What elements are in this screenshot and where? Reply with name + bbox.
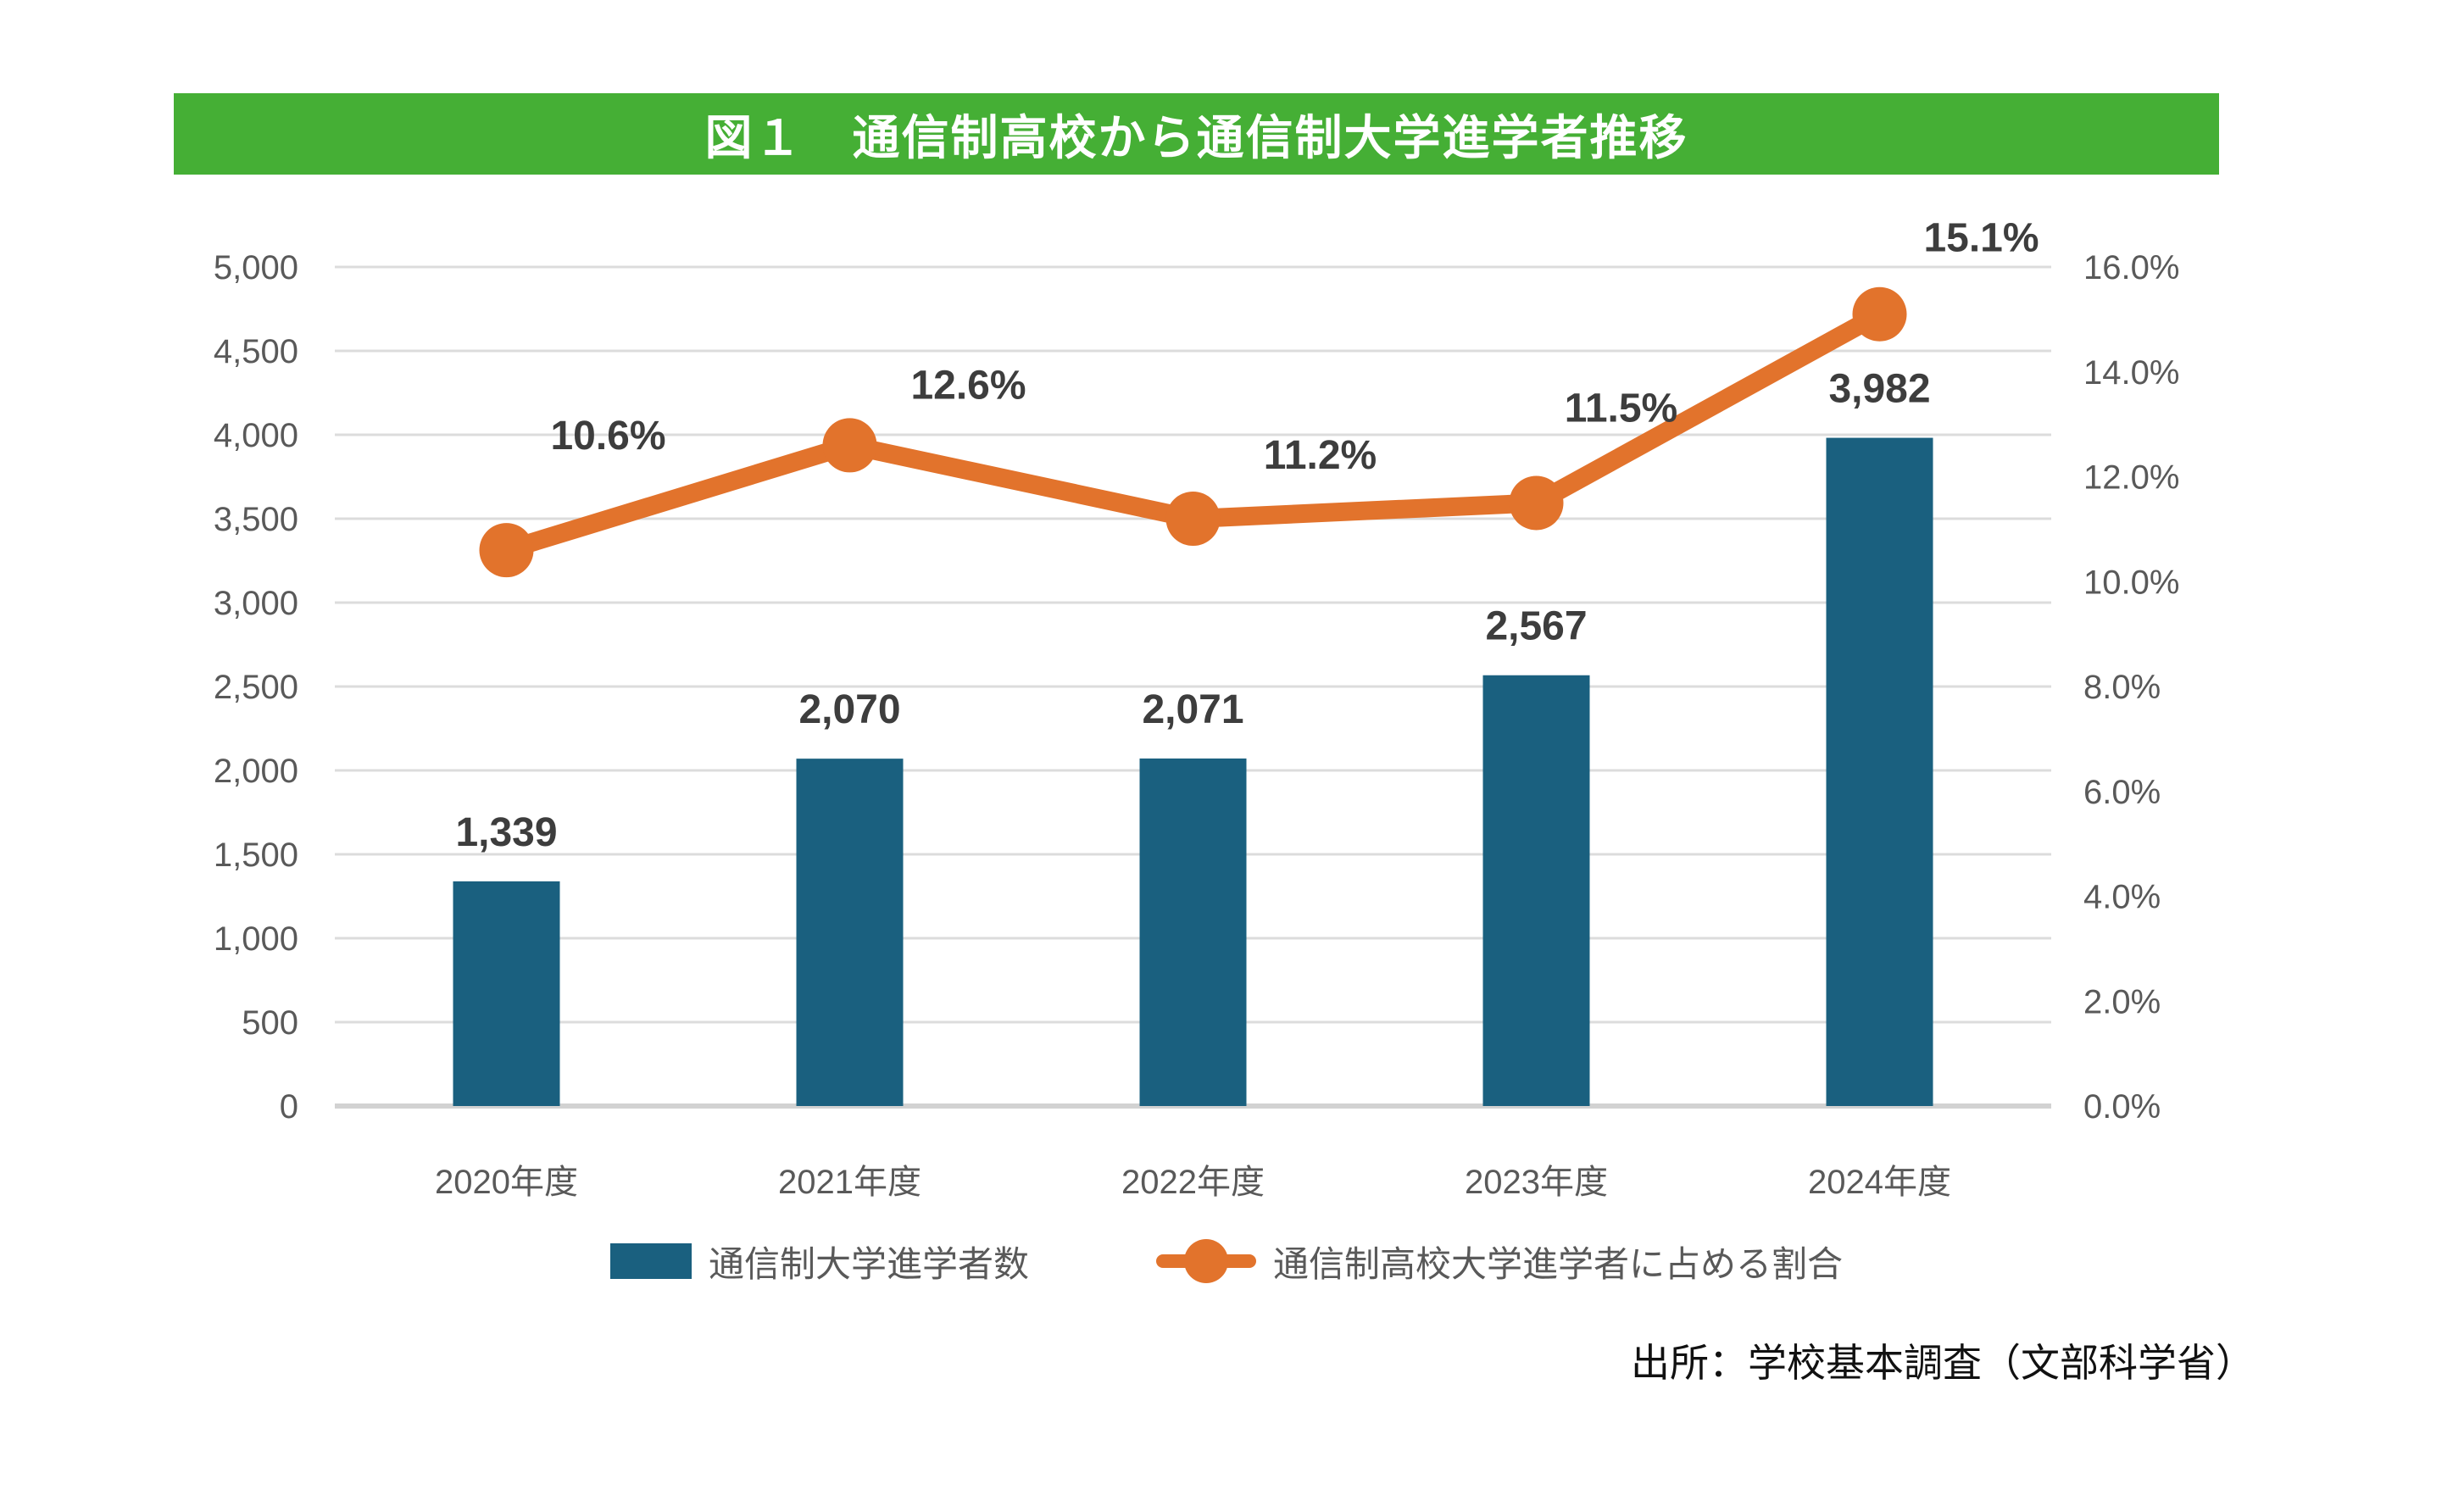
bar-value-label: 2,070 <box>798 687 900 732</box>
legend: 通信制大学進学者数 通信制高校大学進学者に占める割合 <box>0 1231 2453 1292</box>
bar <box>1139 758 1247 1106</box>
line-marker <box>1165 492 1221 546</box>
line-value-label: 11.5% <box>1565 386 1677 431</box>
bar-value-label: 2,071 <box>1142 687 1243 732</box>
line-value-label: 15.1% <box>1923 216 2039 261</box>
legend-item-line-series: 通信制高校大学進学者に占める割合 <box>1156 1236 1843 1287</box>
bar <box>1482 675 1590 1106</box>
figure-title: 図１ 通信制高校から通信制大学進学者推移 <box>704 110 1688 164</box>
bar <box>1826 437 1933 1106</box>
left-axis-tick-label: 4,000 <box>214 417 298 454</box>
source-note: 出所：学校基本調査（文部科学省） <box>1631 1341 2255 1385</box>
right-axis-tick-label: 14.0% <box>2083 354 2179 392</box>
line-marker-icon <box>1184 1239 1228 1283</box>
line-marker <box>1509 475 1564 531</box>
right-axis-tick-label: 0.0% <box>2083 1088 2161 1126</box>
x-axis-category-label: 2024年度 <box>1808 1164 1951 1201</box>
left-axis-tick-label: 4,500 <box>214 333 298 370</box>
x-axis-category-label: 2020年度 <box>435 1164 578 1201</box>
left-axis-tick-label: 1,000 <box>214 920 298 958</box>
right-axis-tick-label: 16.0% <box>2083 249 2179 286</box>
line-marker <box>479 523 534 578</box>
left-axis-tick-label: 3,500 <box>214 501 298 538</box>
left-axis-tick-label: 1,500 <box>214 837 298 874</box>
bar-value-label: 1,339 <box>455 810 557 855</box>
line-value-label: 10.6% <box>550 414 665 459</box>
line-marker <box>1852 286 1907 342</box>
left-axis-tick-label: 500 <box>242 1004 298 1042</box>
bar <box>796 759 904 1106</box>
left-axis-tick-label: 5,000 <box>214 249 298 286</box>
bar-value-label: 3,982 <box>1828 367 1930 412</box>
left-axis-tick-label: 0 <box>280 1088 298 1126</box>
right-axis-tick-label: 4.0% <box>2083 879 2161 916</box>
left-axis-tick-label: 2,000 <box>214 753 298 790</box>
line-value-label: 11.2% <box>1264 433 1377 478</box>
x-axis-category-label: 2022年度 <box>1121 1164 1265 1201</box>
line-marker <box>822 418 877 473</box>
right-axis-tick-label: 10.0% <box>2083 564 2179 601</box>
bar-series-swatch-icon <box>609 1243 692 1279</box>
right-axis-tick-label: 6.0% <box>2083 774 2161 811</box>
line-value-label: 12.6% <box>910 363 1026 408</box>
right-axis-tick-label: 12.0% <box>2083 459 2179 497</box>
right-axis-tick-label: 2.0% <box>2083 983 2161 1020</box>
x-axis-category-label: 2023年度 <box>1465 1164 1608 1201</box>
left-axis-tick-label: 3,000 <box>214 585 298 622</box>
bar-value-label: 2,567 <box>1485 604 1587 649</box>
x-axis-category-label: 2021年度 <box>778 1164 921 1201</box>
legend-item-bar-series: 通信制大学進学者数 <box>609 1236 1029 1287</box>
line-series-swatch-icon <box>1156 1239 1256 1283</box>
left-axis-tick-label: 2,500 <box>214 669 298 706</box>
right-axis-tick-label: 8.0% <box>2083 669 2161 706</box>
legend-label-bar-series: 通信制大学進学者数 <box>708 1243 1029 1284</box>
figure-title-banner: 図１ 通信制高校から通信制大学進学者推移 <box>174 93 2219 175</box>
bar <box>453 881 560 1106</box>
legend-label-line-series: 通信制高校大学進学者に占める割合 <box>1273 1243 1844 1284</box>
